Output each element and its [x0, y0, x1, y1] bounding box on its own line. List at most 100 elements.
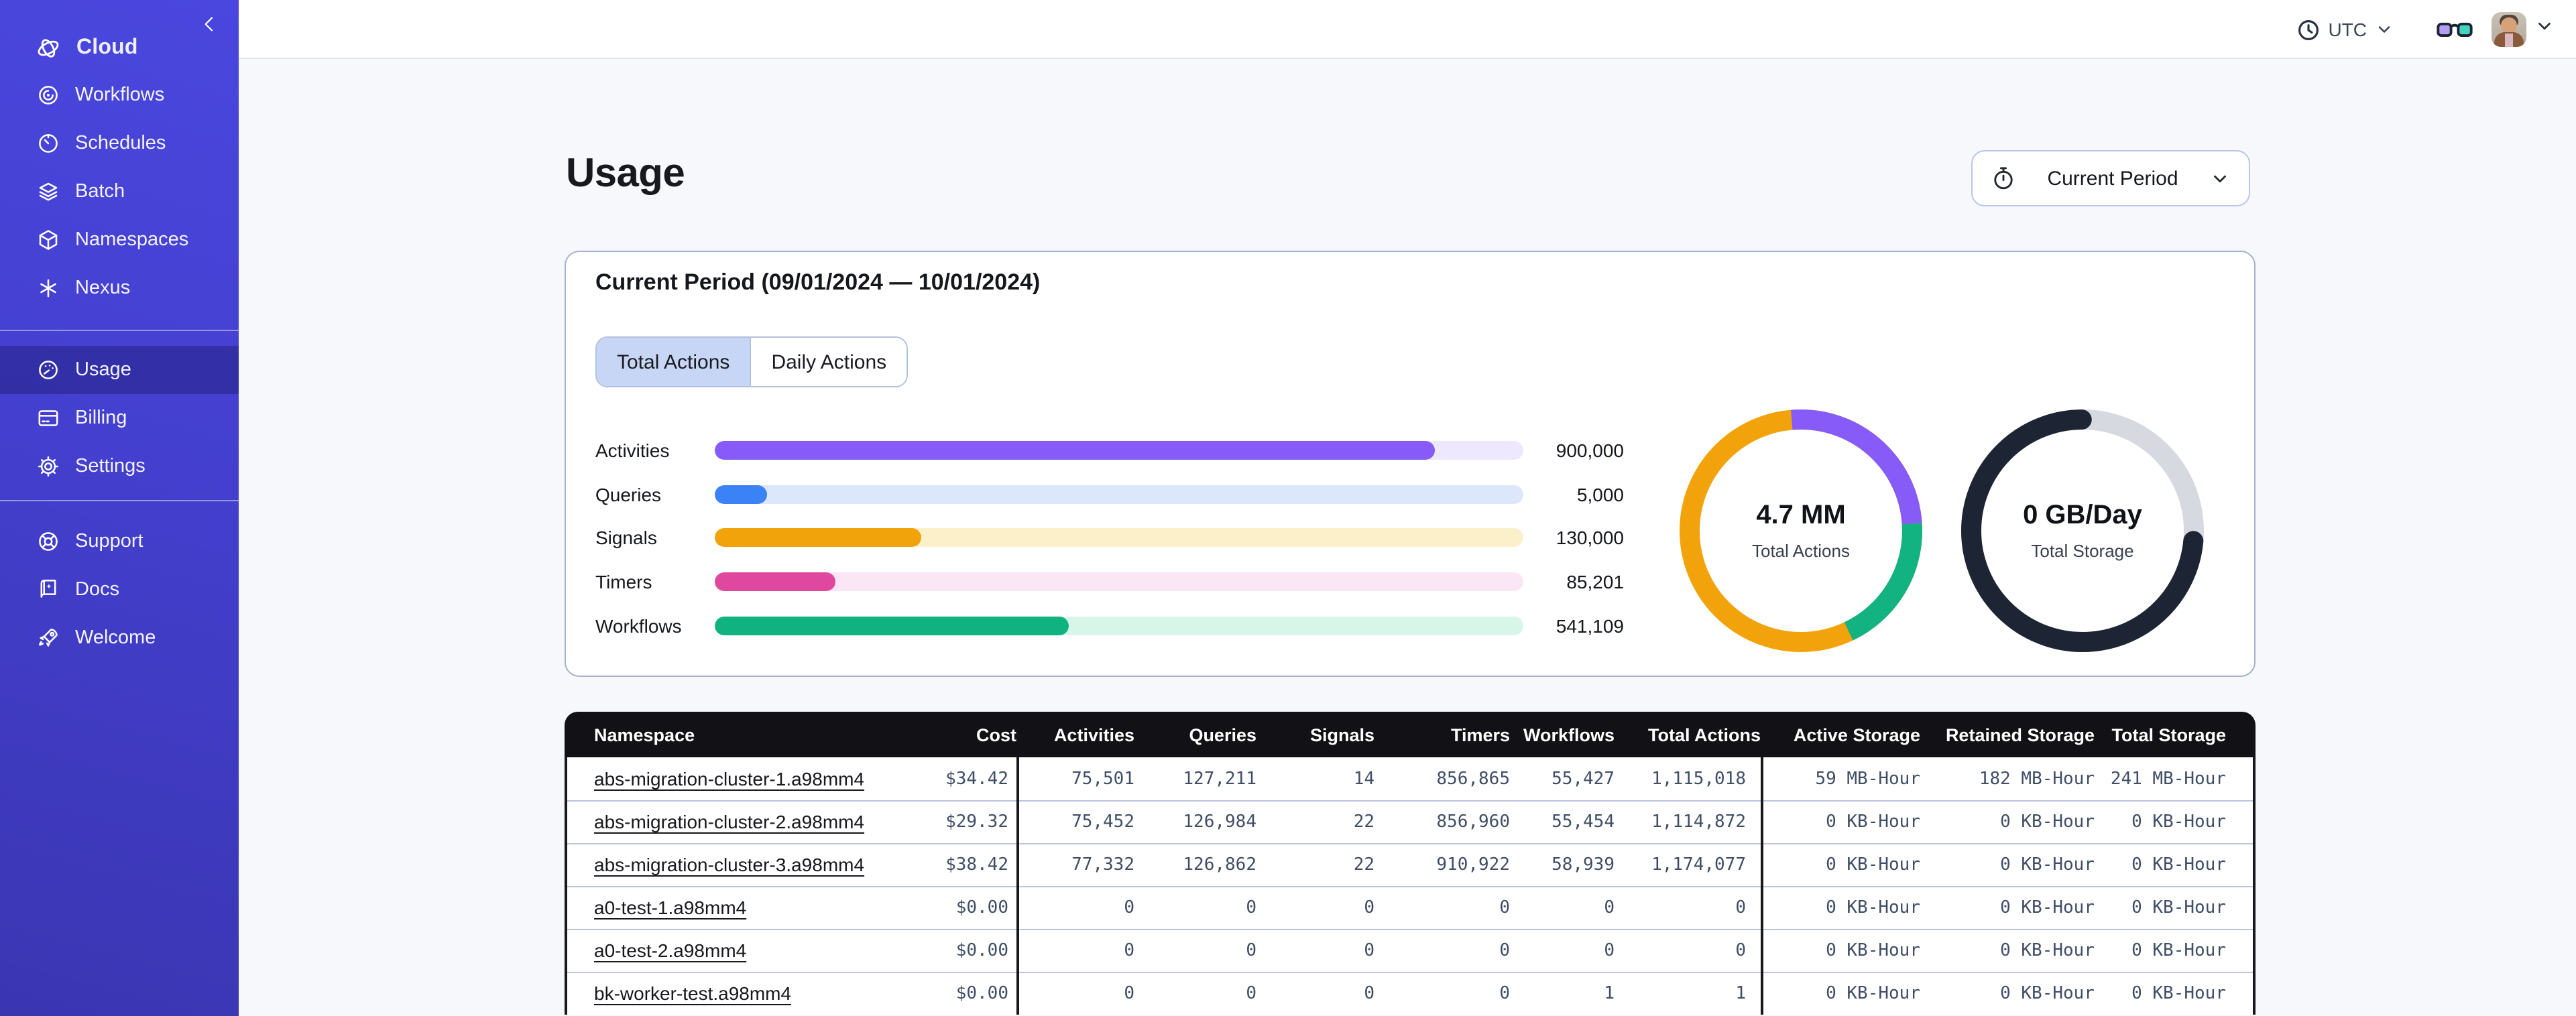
timezone-selector[interactable]: UTC — [2297, 18, 2394, 41]
value-cell: 0 — [1735, 898, 1746, 918]
bar-value: 130,000 — [1556, 527, 1624, 549]
actions-tabs: Total Actions Daily Actions — [595, 336, 909, 387]
namespace-cell: abs-migration-cluster-3.a98mm4 — [594, 854, 865, 877]
value-cell: $38.42 — [945, 855, 1008, 875]
sidebar-item-nexus[interactable]: Nexus — [0, 264, 239, 312]
value-cell: 1 — [1735, 984, 1746, 1004]
sidebar-collapse-button[interactable] — [198, 13, 220, 35]
sidebar: Cloud Workflows Schedules Batch Namespaces N… — [0, 0, 239, 1016]
bar-track — [715, 441, 1523, 460]
column-header-total-storage: Total Storage — [2111, 724, 2226, 745]
account-menu-chevron[interactable] — [2534, 16, 2555, 43]
value-cell: 127,211 — [1183, 769, 1256, 789]
column-header-workflows: Workflows — [1523, 724, 1615, 745]
page-title: Usage — [566, 151, 685, 196]
namespace-cell: a0-test-2.a98mm4 — [594, 940, 862, 962]
namespace-cell: abs-migration-cluster-1.a98mm4 — [594, 767, 865, 790]
value-cell: 55,427 — [1552, 769, 1615, 789]
temporal-logo-icon — [35, 35, 62, 62]
value-cell: 0 — [1604, 941, 1615, 961]
bar-fill — [715, 528, 921, 548]
namespace-link[interactable]: abs-migration-cluster-2.a98mm4 — [594, 811, 865, 832]
total-storage-value: 0 GB/Day — [2023, 501, 2142, 530]
donut-total-actions: 4.7 MM Total Actions — [1678, 407, 1924, 654]
value-cell: 0 KB-Hour — [2131, 812, 2226, 832]
column-group-divider — [1761, 757, 1763, 1015]
namespace-link[interactable]: bk-worker-test.a98mm4 — [594, 982, 792, 1004]
value-cell: 0 KB-Hour — [2131, 898, 2226, 918]
sidebar-item-usage[interactable]: Usage — [0, 346, 239, 394]
namespace-link[interactable]: abs-migration-cluster-3.a98mm4 — [594, 854, 865, 875]
table-row: abs-migration-cluster-2.a98mm4 $29.32 75,4… — [567, 800, 2253, 843]
sidebar-item-label: Namespaces — [75, 229, 189, 251]
brand-label: Cloud — [76, 36, 138, 59]
value-cell: 0 — [1124, 941, 1134, 961]
value-cell: 182 MB-Hour — [1979, 769, 2095, 789]
namespace-cell: bk-worker-test.a98mm4 — [594, 982, 862, 1005]
value-cell: 77,332 — [1071, 855, 1134, 875]
total-actions-value: 4.7 MM — [1756, 501, 1846, 530]
namespace-cell: abs-migration-cluster-2.a98mm4 — [594, 811, 865, 834]
sidebar-item-label: Batch — [75, 181, 125, 202]
brand: Cloud — [0, 24, 239, 72]
bar-fill — [715, 441, 1435, 460]
value-cell: $29.32 — [945, 812, 1008, 832]
namespace-link[interactable]: a0-test-2.a98mm4 — [594, 940, 747, 961]
bar-track — [715, 572, 1523, 592]
column-header-cost: Cost — [976, 724, 1016, 745]
usage-icon — [36, 358, 60, 382]
total-storage-label: Total Storage — [2031, 541, 2134, 561]
value-cell: 0 KB-Hour — [2131, 941, 2226, 961]
sidebar-item-label: Usage — [75, 359, 131, 381]
sidebar-item-support[interactable]: Support — [0, 517, 239, 566]
namespaces-icon — [36, 228, 60, 252]
sidebar-item-billing[interactable]: Billing — [0, 394, 239, 442]
sidebar-divider — [0, 330, 239, 331]
batch-icon — [36, 180, 60, 204]
sidebar-item-docs[interactable]: Docs — [0, 566, 239, 614]
bar-row-queries: Queries 5,000 — [595, 472, 1624, 516]
value-cell: 1,115,018 — [1651, 769, 1746, 789]
namespace-link[interactable]: a0-test-1.a98mm4 — [594, 897, 747, 918]
tab-total-actions[interactable]: Total Actions — [597, 338, 750, 386]
top-bar-controls: UTC — [2297, 0, 2555, 59]
sidebar-item-settings[interactable]: Settings — [0, 442, 239, 491]
sidebar-item-schedules[interactable]: Schedules — [0, 119, 239, 168]
column-header-active-storage: Active Storage — [1793, 724, 1920, 745]
docs-icon — [36, 578, 60, 602]
sidebar-item-label: Welcome — [75, 627, 156, 649]
value-cell: 856,865 — [1436, 769, 1510, 789]
column-header-total-actions: Total Actions — [1648, 724, 1761, 745]
column-header-namespace: Namespace — [594, 724, 695, 745]
sidebar-item-welcome[interactable]: Welcome — [0, 614, 239, 662]
chevron-down-icon — [2378, 26, 2390, 33]
card-title: Current Period (09/01/2024 — 10/01/2024) — [595, 269, 1041, 295]
namespace-link[interactable]: abs-migration-cluster-1.a98mm4 — [594, 767, 865, 789]
namespace-cell: a0-test-1.a98mm4 — [594, 897, 862, 919]
bar-label: Queries — [595, 483, 662, 505]
value-cell: 1 — [1604, 984, 1615, 1004]
value-cell: 75,501 — [1071, 769, 1134, 789]
sidebar-item-namespaces[interactable]: Namespaces — [0, 216, 239, 264]
value-cell: 0 — [1246, 984, 1256, 1004]
value-cell: $0.00 — [955, 984, 1008, 1004]
period-selector-button[interactable]: Current Period — [1971, 150, 2250, 206]
bar-row-workflows: Workflows 541,109 — [595, 604, 1624, 647]
sidebar-item-workflows[interactable]: Workflows — [0, 71, 239, 119]
value-cell: 0 KB-Hour — [2000, 812, 2095, 832]
table-row: abs-migration-cluster-3.a98mm4 $38.42 77,3… — [567, 843, 2253, 886]
bar-value: 5,000 — [1576, 483, 1624, 505]
sidebar-item-batch[interactable]: Batch — [0, 168, 239, 216]
sidebar-item-label: Nexus — [75, 277, 131, 299]
value-cell: 55,454 — [1552, 812, 1615, 832]
account-avatar[interactable] — [2492, 12, 2526, 47]
value-cell: 0 — [1499, 898, 1510, 918]
labs-glasses-icon[interactable] — [2437, 18, 2473, 41]
value-cell: 1,114,872 — [1651, 812, 1746, 832]
value-cell: 0 — [1124, 898, 1134, 918]
sidebar-item-label: Docs — [75, 579, 120, 600]
value-cell: 0 KB-Hour — [1826, 941, 1920, 961]
value-cell: 0 KB-Hour — [1826, 812, 1920, 832]
tab-daily-actions[interactable]: Daily Actions — [750, 338, 907, 386]
